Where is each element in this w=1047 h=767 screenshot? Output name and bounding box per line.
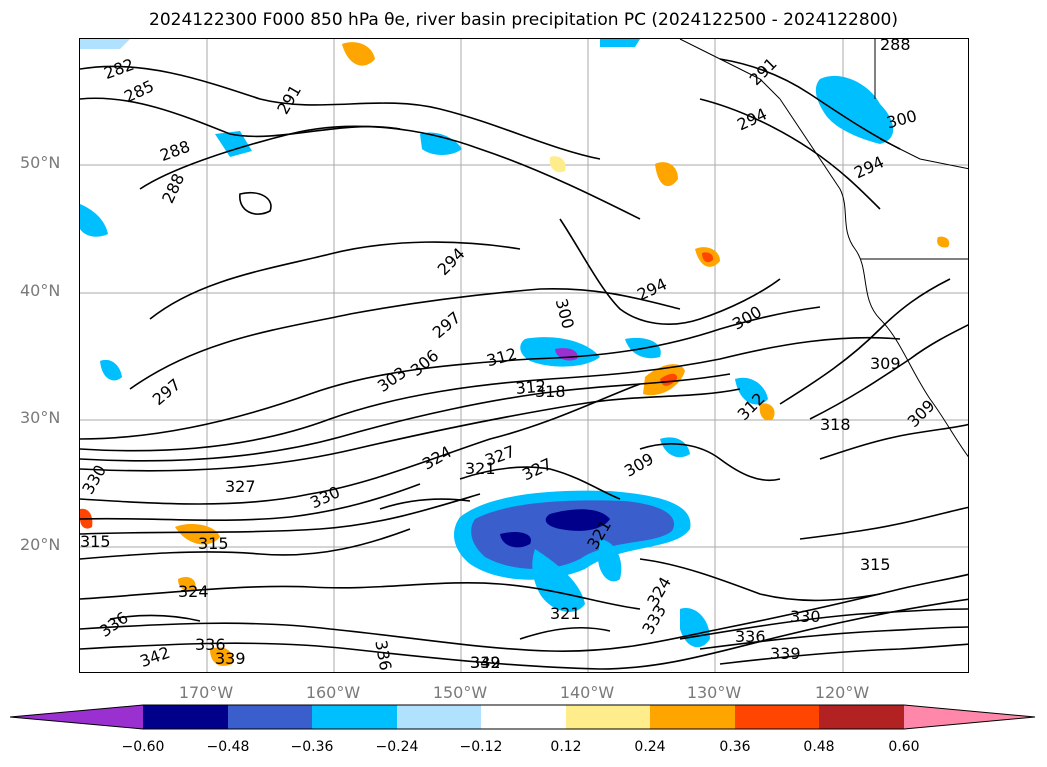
colorbar-tick: 0.36 — [719, 739, 751, 755]
colorbar-tick: 0.48 — [803, 739, 835, 755]
lon-label-130w: 130°W — [686, 683, 742, 702]
coastlines — [679, 39, 968, 458]
lat-label-30n: 30°N — [20, 408, 61, 427]
colorbar-tick: −0.60 — [121, 739, 165, 755]
contour-label: 318 — [820, 415, 851, 434]
contour-label: 339 — [215, 649, 246, 668]
contour-label: 315 — [80, 532, 111, 551]
contour-label: 315 — [860, 555, 891, 574]
colorbar-extend-low — [10, 705, 143, 729]
lon-label-170w: 170°W — [178, 683, 234, 702]
contour-label: 309 — [870, 354, 901, 373]
map-title: 2024122300 F000 850 hPa θe, river basin … — [149, 10, 898, 30]
colorbar-bin — [228, 705, 312, 729]
colorbar-tick: 0.12 — [550, 739, 582, 755]
colorbar-extend-high — [904, 705, 1035, 729]
gridlines — [80, 39, 968, 672]
contour-label: 321 — [550, 604, 581, 623]
colorbar-bin — [566, 705, 650, 729]
colorbar-bin — [312, 705, 397, 729]
contour-label: 327 — [225, 477, 256, 496]
theta-e-contours — [80, 58, 968, 670]
colorbar-tick: 0.60 — [888, 739, 920, 755]
contour-label: 342 — [470, 653, 501, 672]
lon-label-150w: 150°W — [432, 683, 488, 702]
map-plot-area: 282 285 288 288 288 291 291 294 294 294 294 297 297 3… — [79, 38, 969, 673]
contour-label: 330 — [790, 607, 821, 626]
colorbar-tick: 0.24 — [634, 739, 666, 755]
colorbar-tick: −0.12 — [459, 739, 503, 755]
contour-label: 336 — [371, 638, 396, 673]
colorbar — [10, 704, 1036, 730]
contour-label: 315 — [198, 534, 229, 553]
positive-pc-shading — [80, 42, 950, 666]
colorbar-outline — [10, 704, 1036, 730]
colorbar-bin — [819, 705, 904, 729]
contour-label: 321 — [465, 459, 496, 478]
lat-label-20n: 20°N — [20, 535, 61, 554]
colorbar-bin — [481, 705, 566, 729]
contour-label: 339 — [470, 653, 501, 672]
lon-label-120w: 120°W — [814, 683, 870, 702]
lat-label-40n: 40°N — [20, 281, 61, 300]
contour-label: 336 — [735, 627, 766, 646]
lon-label-140w: 140°W — [559, 683, 615, 702]
colorbar-bin — [735, 705, 819, 729]
colorbar-tick: −0.48 — [206, 739, 250, 755]
lat-label-50n: 50°N — [20, 153, 61, 172]
colorbar-bin — [650, 705, 735, 729]
colorbar-bin — [397, 705, 481, 729]
colorbar-bin — [143, 705, 228, 729]
contour-label: 318 — [535, 382, 566, 401]
lon-label-160w: 160°W — [305, 683, 361, 702]
contour-label: 339 — [770, 644, 801, 663]
contour-label: 324 — [178, 582, 209, 601]
colorbar-tick: −0.36 — [290, 739, 334, 755]
contour-label: 336 — [195, 635, 226, 654]
contour-label: 288 — [880, 38, 911, 54]
map-canvas — [80, 39, 968, 672]
negative-pc-shading — [80, 39, 894, 648]
colorbar-tick: −0.24 — [375, 739, 419, 755]
